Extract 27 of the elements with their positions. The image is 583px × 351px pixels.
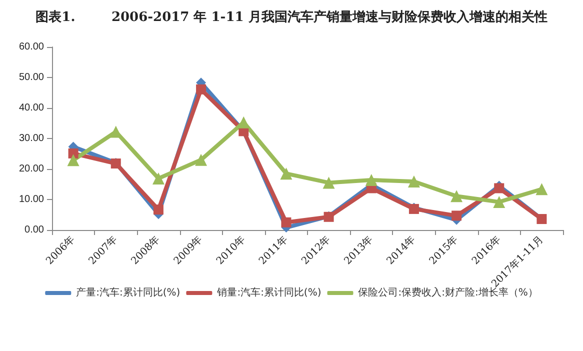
point [67,154,80,166]
point [494,183,504,194]
y-tick-label: 50.00 [18,72,44,83]
legend-label: 保险公司:保费收入:财产险:增长率（%） [358,286,538,298]
point [281,217,292,228]
point [322,176,335,189]
point [153,204,164,215]
chart-title: 图表1. 2006-2017 年 1-11 月我国汽车产销量增速与财险保费收入增速的相关性 [36,9,548,25]
y-tick-label: 0.00 [24,224,44,236]
y-tick-label: 60.00 [18,42,44,52]
point [408,176,420,188]
point [195,154,208,166]
legend-label: 产量:汽车:累计同比(%) [76,286,180,298]
legend-label: 销量:汽车:累计同比(%) [216,286,322,298]
point [536,183,548,196]
point [452,210,462,221]
y-tick-label: 40.00 [18,102,44,114]
point [238,116,250,128]
point [365,174,378,186]
y-tick-label: 10.00 [18,194,44,205]
point [450,190,463,202]
y-tick-label: 20.00 [18,164,44,174]
point [196,84,206,94]
y-tick-label: 30.00 [18,133,44,144]
point [152,172,164,184]
point [280,168,292,180]
point [493,196,506,208]
